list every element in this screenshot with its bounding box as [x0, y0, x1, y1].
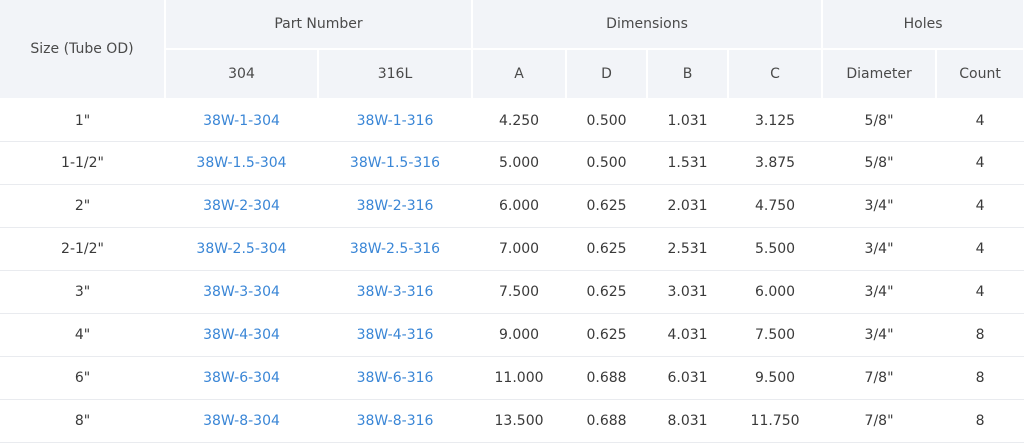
- cell-hole-count: 4: [936, 270, 1024, 314]
- cell-dim-d: 0.625: [566, 270, 648, 314]
- cell-size: 3": [0, 270, 165, 314]
- table-row: 3" 38W-3-304 38W-3-316 7.500 0.625 3.031…: [0, 270, 1024, 314]
- cell-hole-diameter: 7/8": [822, 356, 937, 400]
- cell-hole-count: 8: [936, 313, 1024, 357]
- table-row: 8" 38W-8-304 38W-8-316 13.500 0.688 8.03…: [0, 399, 1024, 443]
- cell-hole-diameter: 5/8": [822, 141, 937, 185]
- cell-dim-c: 9.500: [728, 356, 823, 400]
- part-link-304[interactable]: 38W-1.5-304: [196, 155, 287, 171]
- cell-dim-b: 6.031: [647, 356, 729, 400]
- cell-size: 2-1/2": [0, 227, 165, 271]
- table-row: 1-1/2" 38W-1.5-304 38W-1.5-316 5.000 0.5…: [0, 141, 1024, 185]
- table-header: Size (Tube OD) Part Number Dimensions Ho…: [0, 0, 1024, 100]
- cell-hole-diameter: 3/4": [822, 184, 937, 228]
- cell-hole-count: 8: [936, 356, 1024, 400]
- part-link-304[interactable]: 38W-6-304: [203, 370, 280, 386]
- table-row: 4" 38W-4-304 38W-4-316 9.000 0.625 4.031…: [0, 313, 1024, 357]
- cell-hole-diameter: 5/8": [822, 99, 937, 142]
- cell-dim-d: 0.625: [566, 313, 648, 357]
- cell-hole-count: 4: [936, 184, 1024, 228]
- cell-dim-a: 7.000: [472, 227, 567, 271]
- cell-dim-a: 5.000: [472, 141, 567, 185]
- part-link-316l[interactable]: 38W-2-316: [356, 198, 434, 214]
- table-body: 1" 38W-1-304 38W-1-316 4.250 0.500 1.031…: [0, 99, 1024, 443]
- part-link-316l[interactable]: 38W-8-316: [356, 413, 434, 429]
- part-link-316l[interactable]: 38W-1.5-316: [349, 155, 441, 171]
- table-row: 2-1/2" 38W-2.5-304 38W-2.5-316 7.000 0.6…: [0, 227, 1024, 271]
- header-304: 304: [165, 49, 319, 100]
- cell-dim-b: 2.531: [647, 227, 729, 271]
- cell-hole-count: 4: [936, 227, 1024, 271]
- table-row: 2" 38W-2-304 38W-2-316 6.000 0.625 2.031…: [0, 184, 1024, 228]
- cell-hole-diameter: 7/8": [822, 399, 937, 443]
- table-row: 1" 38W-1-304 38W-1-316 4.250 0.500 1.031…: [0, 99, 1024, 142]
- header-dim-a: A: [472, 49, 568, 100]
- part-link-304[interactable]: 38W-8-304: [203, 413, 280, 429]
- cell-hole-count: 8: [936, 399, 1024, 443]
- cell-dim-b: 4.031: [647, 313, 729, 357]
- cell-dim-c: 7.500: [728, 313, 823, 357]
- cell-dim-a: 9.000: [472, 313, 567, 357]
- cell-dim-a: 13.500: [472, 399, 567, 443]
- part-link-304[interactable]: 38W-2.5-304: [196, 241, 287, 257]
- cell-dim-d: 0.500: [566, 141, 648, 185]
- cell-size: 1-1/2": [0, 141, 165, 185]
- cell-dim-d: 0.625: [566, 227, 648, 271]
- part-link-304[interactable]: 38W-4-304: [203, 327, 280, 343]
- cell-dim-b: 3.031: [647, 270, 729, 314]
- cell-size: 1": [0, 99, 165, 142]
- header-dim-b: B: [647, 49, 730, 100]
- cell-hole-diameter: 3/4": [822, 270, 937, 314]
- cell-size: 8": [0, 399, 165, 443]
- header-part-number: Part Number: [165, 0, 474, 50]
- cell-dim-d: 0.688: [566, 399, 648, 443]
- cell-dim-c: 6.000: [728, 270, 823, 314]
- cell-dim-d: 0.688: [566, 356, 648, 400]
- cell-dim-a: 11.000: [472, 356, 567, 400]
- header-dimensions: Dimensions: [472, 0, 824, 50]
- part-link-316l[interactable]: 38W-4-316: [356, 327, 434, 343]
- cell-dim-c: 3.875: [728, 141, 823, 185]
- part-link-316l[interactable]: 38W-2.5-316: [349, 241, 441, 257]
- header-size: Size (Tube OD): [0, 0, 166, 100]
- part-link-304[interactable]: 38W-3-304: [203, 284, 280, 300]
- header-hole-diameter: Diameter: [822, 49, 938, 100]
- header-316l: 316L: [318, 49, 474, 100]
- header-holes: Holes: [822, 0, 1024, 50]
- part-link-316l[interactable]: 38W-1-316: [356, 112, 434, 129]
- cell-dim-b: 2.031: [647, 184, 729, 228]
- cell-hole-count: 4: [936, 141, 1024, 185]
- header-dim-c: C: [728, 49, 824, 100]
- cell-dim-c: 5.500: [728, 227, 823, 271]
- cell-size: 6": [0, 356, 165, 400]
- cell-dim-c: 11.750: [728, 399, 823, 443]
- cell-hole-count: 4: [936, 99, 1024, 142]
- header-dim-d: D: [566, 49, 649, 100]
- cell-dim-d: 0.625: [566, 184, 648, 228]
- cell-dim-d: 0.500: [566, 99, 648, 142]
- cell-dim-b: 1.031: [647, 99, 729, 142]
- cell-dim-a: 4.250: [472, 99, 567, 142]
- cell-dim-b: 1.531: [647, 141, 729, 185]
- cell-dim-c: 3.125: [728, 99, 823, 142]
- cell-hole-diameter: 3/4": [822, 227, 937, 271]
- header-hole-count: Count: [936, 49, 1024, 100]
- cell-dim-a: 6.000: [472, 184, 567, 228]
- part-link-316l[interactable]: 38W-6-316: [356, 370, 434, 386]
- cell-size: 2": [0, 184, 165, 228]
- cell-dim-a: 7.500: [472, 270, 567, 314]
- cell-hole-diameter: 3/4": [822, 313, 937, 357]
- part-link-304[interactable]: 38W-2-304: [203, 198, 280, 214]
- part-link-304[interactable]: 38W-1-304: [203, 112, 280, 129]
- cell-size: 4": [0, 313, 165, 357]
- cell-dim-b: 8.031: [647, 399, 729, 443]
- cell-dim-c: 4.750: [728, 184, 823, 228]
- part-link-316l[interactable]: 38W-3-316: [356, 284, 434, 300]
- table-row: 6" 38W-6-304 38W-6-316 11.000 0.688 6.03…: [0, 356, 1024, 400]
